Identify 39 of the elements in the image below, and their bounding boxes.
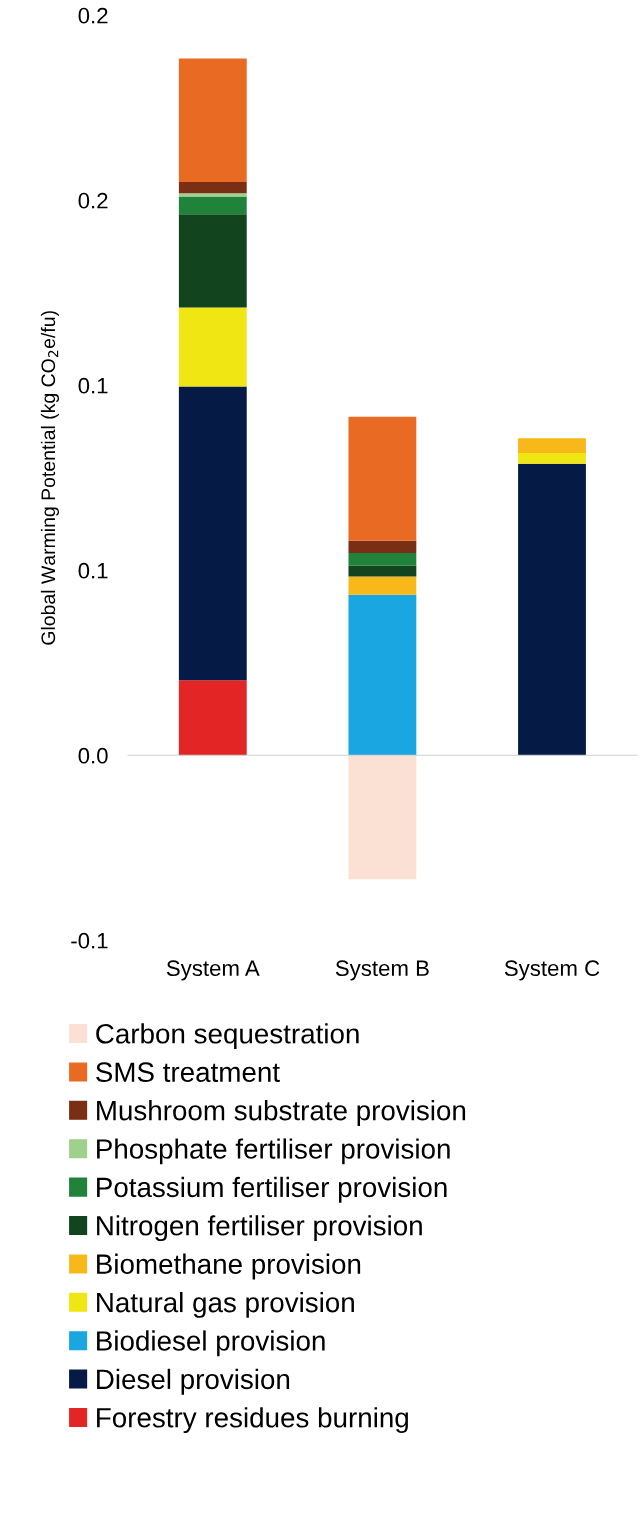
- y-tick-label: 0.2: [78, 7, 108, 24]
- bar: [348, 594, 417, 756]
- y-tick-label: 0.1: [78, 562, 108, 579]
- legend-label: Carbon sequestration: [96, 1023, 359, 1050]
- bar: [348, 552, 417, 566]
- bar: [178, 182, 247, 194]
- bar: [178, 58, 247, 183]
- bar: [178, 193, 247, 197]
- bar: [348, 540, 417, 553]
- x-tick-label: System A: [166, 960, 260, 981]
- x-tick-label: System C: [504, 960, 600, 981]
- y-tick-label: 0.1: [78, 377, 108, 394]
- legend-label: Forestry residues burning: [97, 1407, 408, 1434]
- legend-label: Biomethane provision: [97, 1253, 361, 1280]
- bar: [348, 565, 417, 577]
- bar: [178, 680, 247, 756]
- legend-label: Mushroom substrate provision: [97, 1100, 466, 1126]
- y-tick-label: -0.1: [71, 932, 108, 949]
- legend-label: SMS treatment: [96, 1062, 280, 1083]
- y-tick-label: 0.2: [78, 192, 108, 209]
- bar: [518, 463, 586, 756]
- legend-label: Diesel provision: [97, 1368, 290, 1395]
- bar: [178, 214, 247, 308]
- bar: [348, 576, 417, 595]
- legend-label: Biodiesel provision: [97, 1330, 325, 1357]
- legend-label: Nitrogen fertiliser provision: [97, 1215, 422, 1242]
- bar: [178, 196, 247, 215]
- legend-label: Potassium fertiliser provision: [97, 1176, 447, 1203]
- bar: [178, 386, 247, 681]
- bar: [518, 452, 586, 464]
- bar: [518, 438, 586, 453]
- bar: [348, 416, 417, 541]
- legend-label: Phosphate fertiliser provision: [97, 1138, 450, 1165]
- bar: [178, 307, 247, 387]
- y-tick-label: 0.0: [78, 747, 108, 764]
- x-tick-label: System B: [335, 960, 429, 981]
- bar: [348, 755, 417, 880]
- y-axis-title: Global Warming Potential (kg CO$_{2}$e/fu): [40, 311, 59, 645]
- legend-label: Natural gas provision: [97, 1291, 354, 1318]
